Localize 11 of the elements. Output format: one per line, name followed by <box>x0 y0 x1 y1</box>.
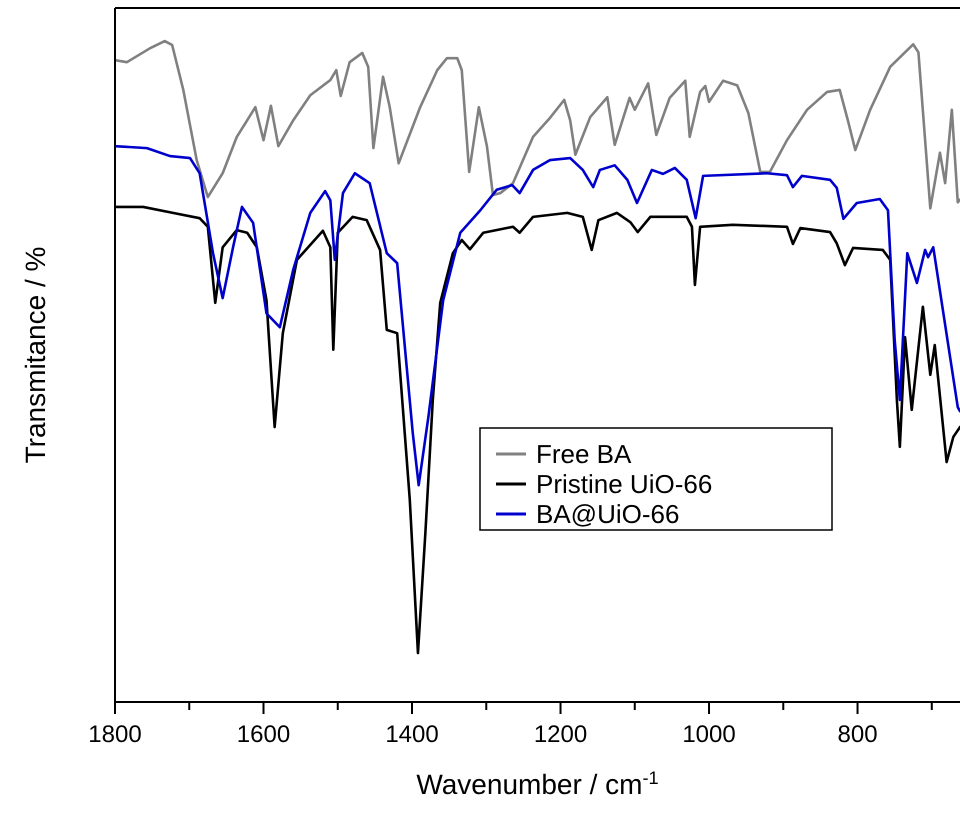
x-tick-label: 1400 <box>385 721 439 748</box>
x-axis-title: Wavenumber / cm$^{-1}$ <box>416 768 659 800</box>
x-tick-label: 1000 <box>682 721 736 748</box>
legend-label: BA@UiO-66 <box>536 499 680 530</box>
x-tick-label: 1200 <box>534 721 588 748</box>
x-tick-label: 800 <box>838 721 878 748</box>
legend-label: Free BA <box>536 439 632 470</box>
y-axis-title: Transmitance / % <box>20 246 51 464</box>
x-tick-label: 1600 <box>236 721 290 748</box>
x-tick-label: 1800 <box>88 721 142 748</box>
legend-label: Pristine UiO-66 <box>536 469 712 500</box>
